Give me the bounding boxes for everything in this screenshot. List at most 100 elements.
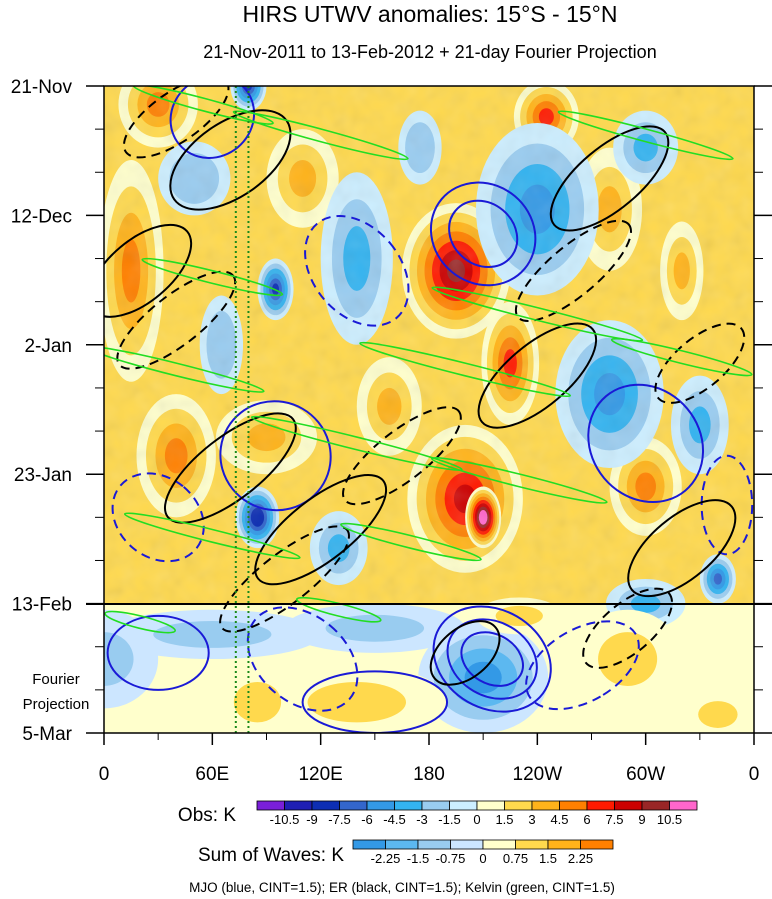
kelvin-contour — [340, 522, 482, 562]
plot-area — [104, 86, 754, 733]
waves-level-label: -2.25 — [371, 851, 401, 866]
y-tick-label: 2-Jan — [24, 336, 72, 357]
y-tick-label: 5-Mar — [22, 724, 72, 745]
waves-anomaly — [325, 614, 425, 642]
y-tick-label: 23-Jan — [14, 465, 72, 486]
er-contour — [654, 322, 746, 404]
waves-level-label: 0.75 — [503, 851, 528, 866]
waves-anomaly — [698, 701, 738, 728]
x-tick-label: 120W — [513, 764, 563, 785]
texture-overlay — [104, 86, 754, 604]
wave-contours — [104, 86, 754, 733]
mjo-contour — [246, 606, 359, 712]
x-tick-label: 120E — [298, 764, 342, 785]
er-contour — [254, 474, 388, 586]
er-contour — [219, 525, 350, 633]
kelvin-contour — [250, 415, 463, 472]
waves-level-label: -1.5 — [407, 851, 429, 866]
waves-field — [104, 597, 754, 733]
waves-anomaly — [307, 682, 407, 723]
mjo-contour — [448, 199, 519, 268]
obs-swatch — [614, 800, 643, 811]
er-contour — [122, 86, 230, 159]
obs-level-label: 1.5 — [495, 812, 513, 827]
obs-swatch — [284, 800, 313, 811]
obs-level-label: -1.5 — [438, 812, 460, 827]
er-contour — [549, 125, 670, 232]
er-contour — [514, 219, 632, 322]
obs-swatch — [586, 800, 615, 811]
obs-level-label: 3 — [528, 812, 535, 827]
mjo-contour — [460, 631, 524, 687]
obs-swatch — [394, 800, 423, 811]
obs-level-label: 4.5 — [550, 812, 568, 827]
projection-label-line1: Fourier — [32, 671, 80, 688]
obs-swatch — [559, 800, 588, 811]
waves-swatch — [482, 839, 516, 850]
obs-level-label: 7.5 — [605, 812, 623, 827]
waves-anomaly — [104, 632, 134, 686]
waves-swatch — [547, 839, 581, 850]
waves-level-label: 2.25 — [568, 851, 593, 866]
x-tick-label: 60E — [195, 764, 229, 785]
obs-level-label: -10.5 — [270, 812, 300, 827]
obs-swatch — [476, 800, 505, 811]
waves-colorbar: -2.25 -1.5 -0.75 0 0.75 1.5 2.25 — [352, 839, 614, 866]
waves-anomaly — [153, 620, 272, 648]
y-tick-label: 21-Nov — [11, 77, 73, 98]
kelvin-contour — [430, 456, 608, 504]
waves-level-label: -0.75 — [436, 851, 466, 866]
kelvin-contour — [132, 86, 274, 125]
obs-level-label: 0 — [473, 812, 480, 827]
mjo-contour — [429, 181, 537, 287]
obs-swatch — [531, 800, 560, 811]
kelvin-contour — [431, 286, 644, 342]
obs-swatch — [421, 800, 450, 811]
er-contour — [582, 587, 674, 669]
y-axis: 21-Nov 12-Dec 2-Jan 23-Jan 13-Feb 5-Mar — [11, 77, 772, 745]
obs-level-label: -7.5 — [328, 812, 350, 827]
waves-swatch — [450, 839, 484, 850]
obs-level-label: -9 — [306, 812, 318, 827]
x-tick-label: 0 — [749, 764, 760, 785]
y-tick-label: 12-Dec — [11, 206, 72, 227]
er-contour — [342, 406, 462, 506]
mjo-contour — [446, 618, 538, 700]
mjo-contour — [525, 620, 640, 711]
obs-level-label: -4.5 — [383, 812, 405, 827]
mjo-contour — [111, 472, 205, 563]
mjo-contour — [106, 614, 210, 691]
x-axis: 0 60E 120E 180 120W 60W 0 — [99, 733, 760, 785]
obs-level-label: -6 — [361, 812, 373, 827]
kelvin-contour — [610, 337, 753, 377]
obs-colorbar-label: Obs: K — [178, 805, 236, 826]
waves-swatch — [515, 839, 549, 850]
obs-level-label: 6 — [583, 812, 590, 827]
waves-swatch — [385, 839, 419, 850]
kelvin-contour — [141, 257, 284, 297]
er-contour — [104, 223, 193, 318]
obs-level-label: -3 — [416, 812, 428, 827]
obs-swatch — [256, 800, 285, 811]
waves-swatch — [417, 839, 451, 850]
x-tick-label: 0 — [99, 764, 110, 785]
kelvin-contour — [557, 110, 734, 161]
obs-swatch — [449, 800, 478, 811]
kelvin-contour — [104, 346, 265, 393]
x-tick-label: 60W — [626, 764, 665, 785]
er-contour — [477, 322, 598, 429]
obs-swatch — [641, 800, 670, 811]
obs-swatch — [366, 800, 395, 811]
mjo-contour — [432, 605, 552, 713]
kelvin-contour — [123, 512, 301, 560]
waves-level-label: 1.5 — [539, 851, 557, 866]
chart-title: HIRS UTWV anomalies: 15°S - 15°N — [242, 1, 617, 27]
waves-colorbar-label: Sum of Waves: K — [198, 845, 344, 866]
mjo-contour — [587, 383, 705, 504]
kelvin-contour — [359, 341, 572, 398]
contour-footer: MJO (blue, CINT=1.5); ER (black, CINT=1.… — [189, 880, 615, 895]
kelvin-contour — [104, 610, 176, 634]
waves-anomaly — [233, 682, 282, 723]
waves-level-label: 0 — [479, 851, 486, 866]
